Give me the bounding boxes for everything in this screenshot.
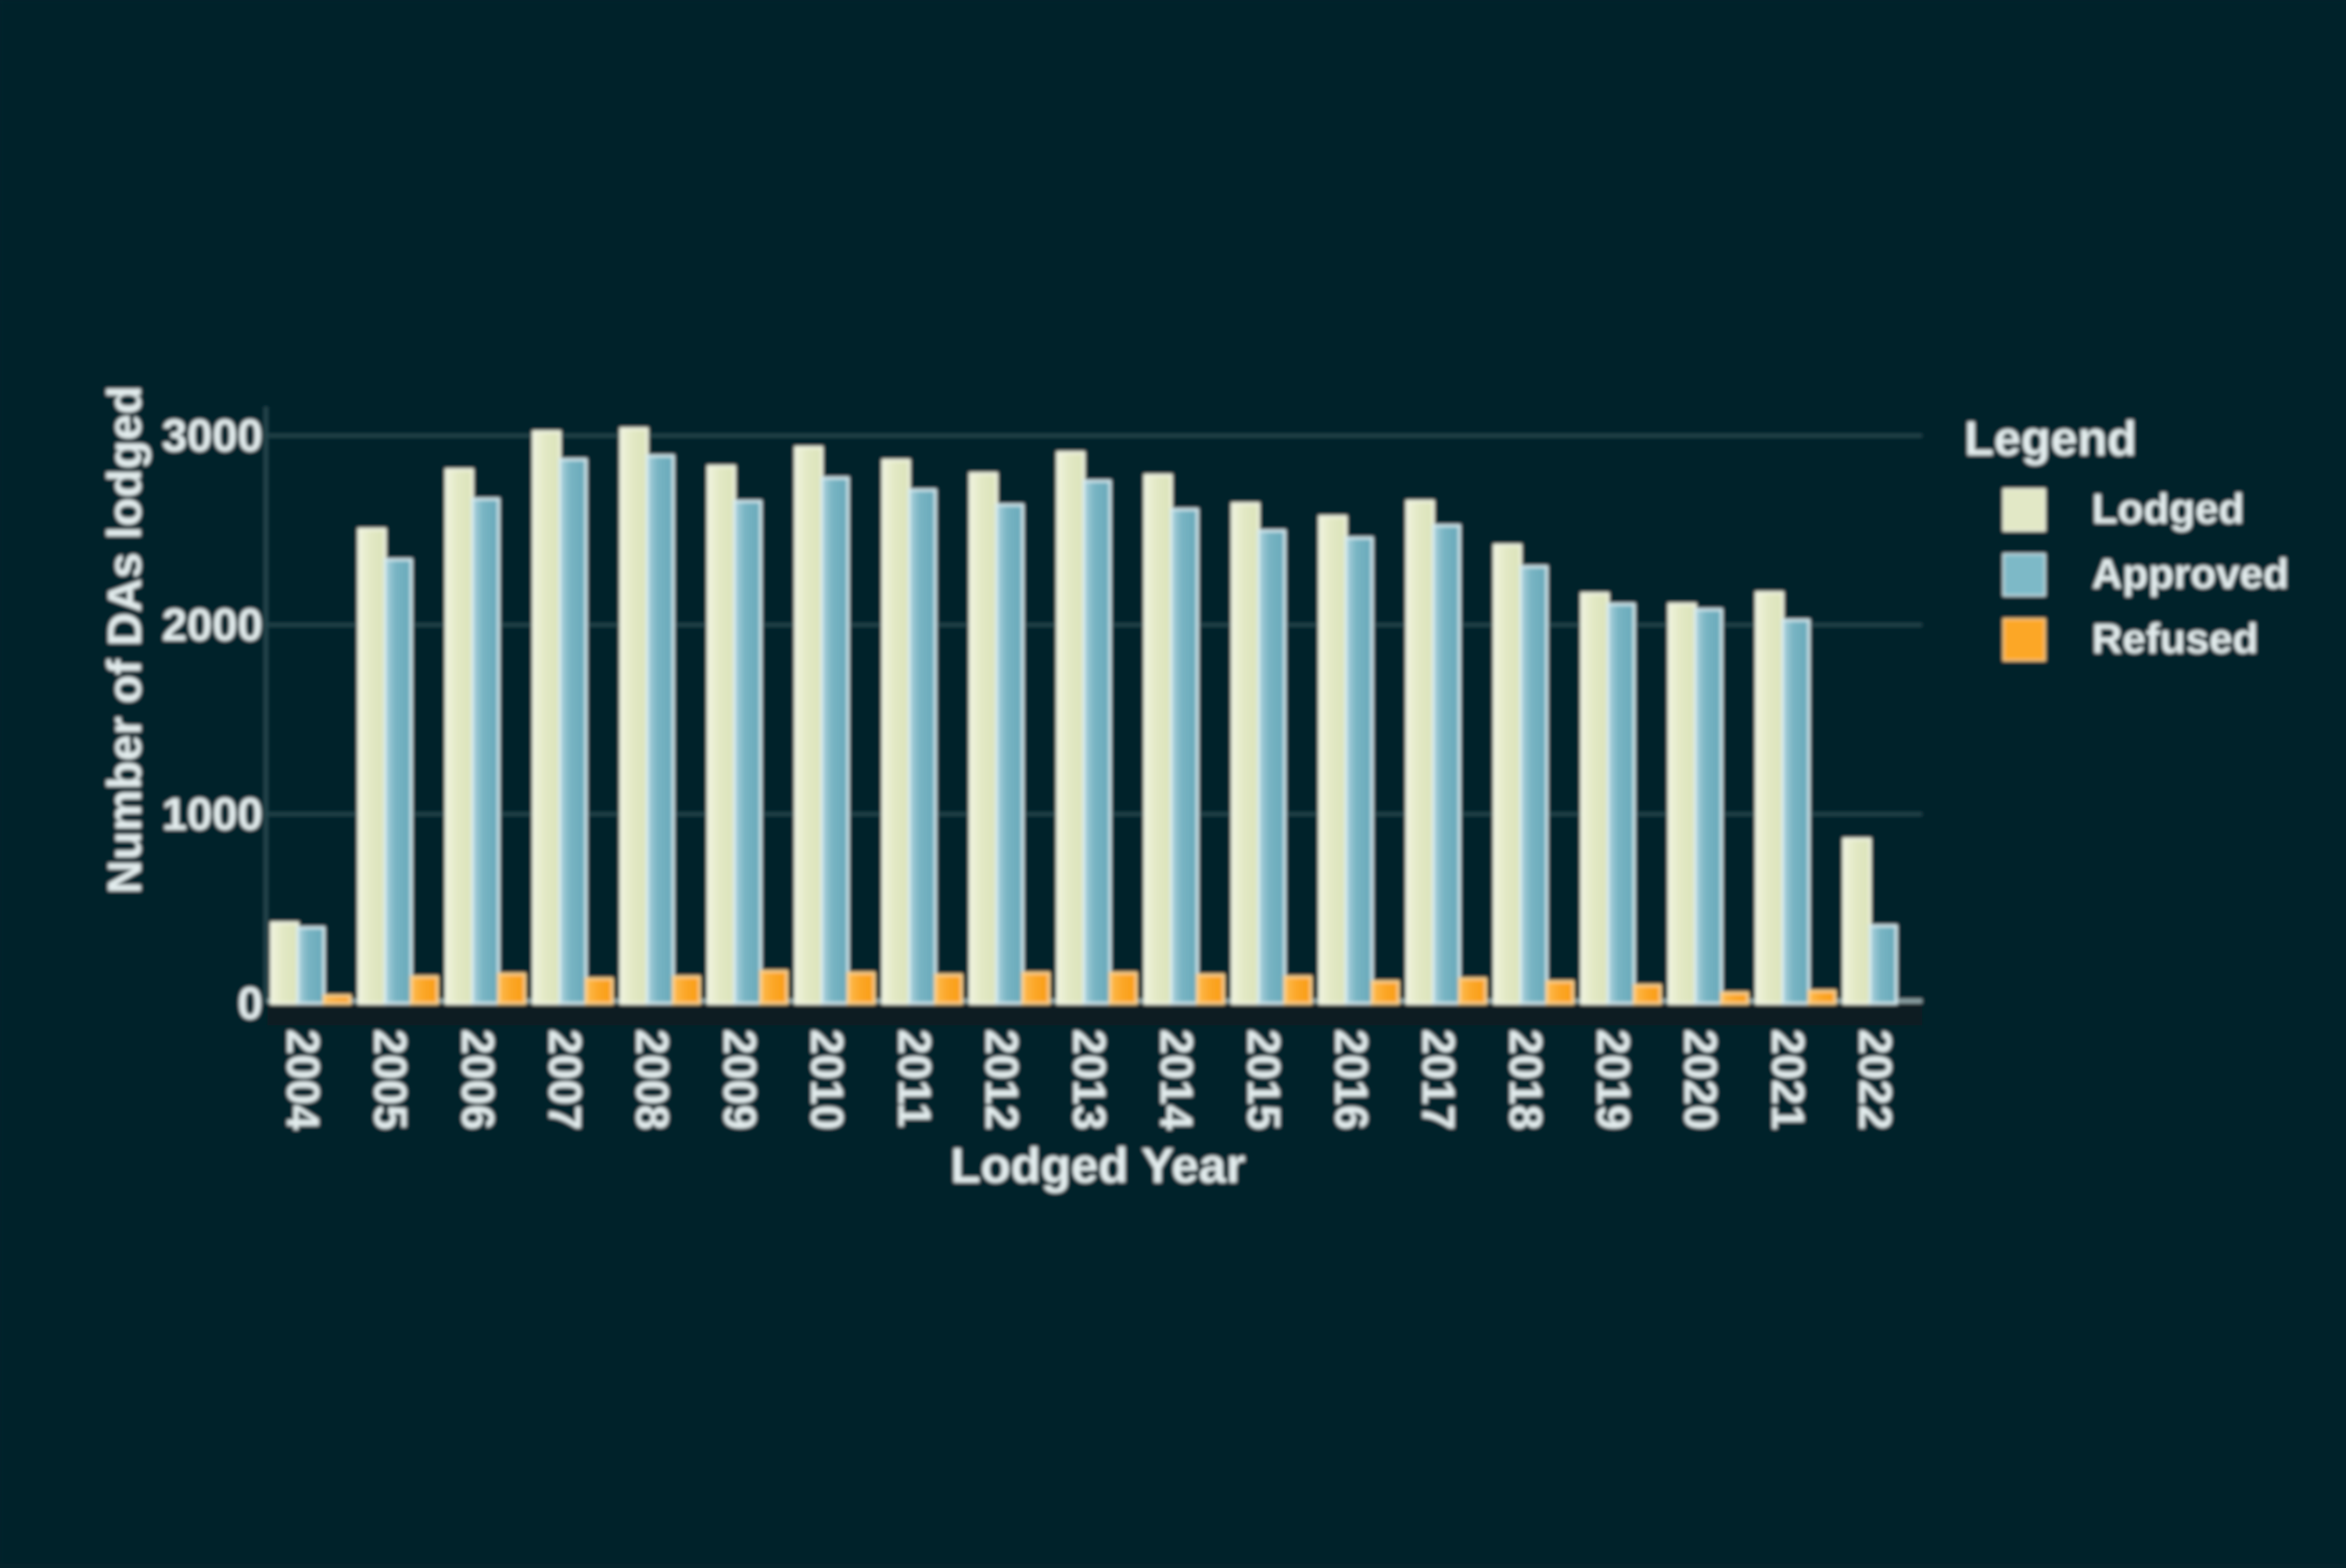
svg-text:2022: 2022 [1849, 1029, 1900, 1130]
svg-text:2010: 2010 [802, 1029, 852, 1130]
svg-text:2014: 2014 [1151, 1029, 1202, 1130]
svg-text:2018: 2018 [1500, 1029, 1551, 1130]
svg-text:2019: 2019 [1587, 1029, 1638, 1130]
svg-text:Refused: Refused [2092, 615, 2258, 662]
svg-text:2007: 2007 [540, 1029, 590, 1130]
svg-text:2000: 2000 [162, 600, 263, 651]
svg-text:2020: 2020 [1675, 1029, 1726, 1130]
svg-text:2021: 2021 [1762, 1029, 1813, 1130]
svg-text:2016: 2016 [1325, 1029, 1376, 1130]
svg-text:2006: 2006 [452, 1029, 503, 1130]
svg-text:2012: 2012 [976, 1029, 1027, 1130]
svg-text:2017: 2017 [1413, 1029, 1464, 1130]
svg-text:1000: 1000 [162, 789, 263, 840]
svg-text:2004: 2004 [277, 1029, 328, 1130]
svg-text:2011: 2011 [888, 1029, 939, 1128]
svg-text:2015: 2015 [1238, 1029, 1289, 1130]
svg-text:2013: 2013 [1064, 1029, 1114, 1130]
svg-text:Approved: Approved [2092, 551, 2289, 597]
svg-text:2008: 2008 [626, 1029, 677, 1130]
svg-text:2009: 2009 [714, 1029, 765, 1130]
svg-text:Lodged: Lodged [2092, 486, 2244, 533]
svg-text:0: 0 [238, 978, 263, 1029]
svg-text:Legend: Legend [1964, 412, 2136, 466]
svg-text:2005: 2005 [364, 1029, 415, 1130]
svg-text:Lodged Year: Lodged Year [951, 1139, 1246, 1193]
svg-text:3000: 3000 [162, 411, 263, 461]
svg-text:Number of DAs lodged: Number of DAs lodged [99, 386, 151, 894]
